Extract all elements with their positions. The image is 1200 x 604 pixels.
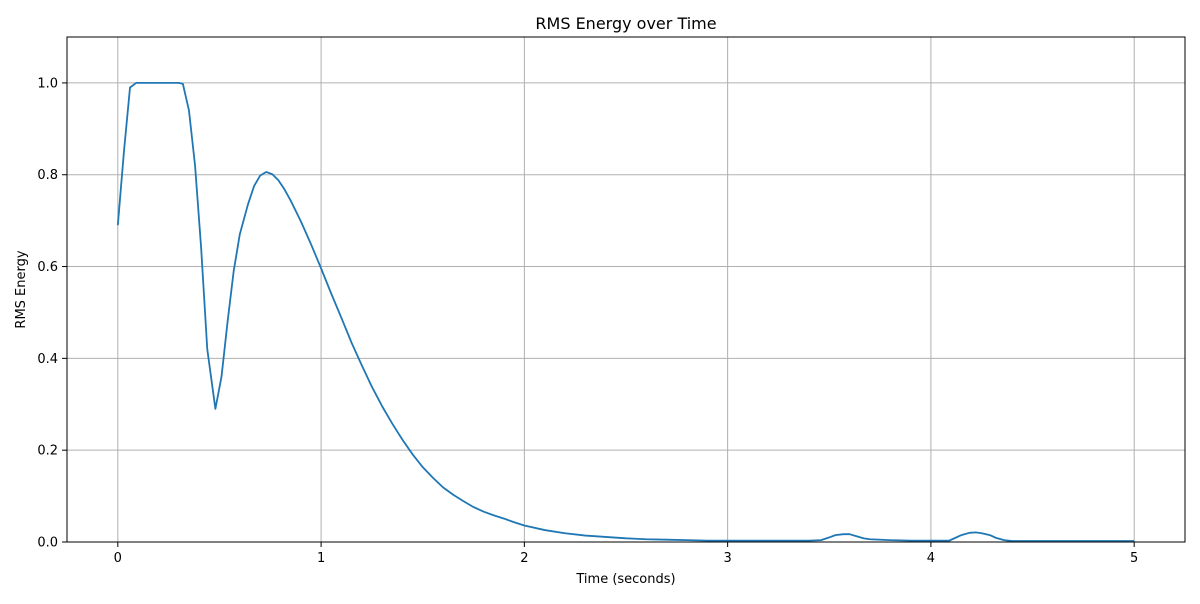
x-axis-label: Time (seconds) bbox=[575, 572, 675, 587]
y-tick-label: 0.4 bbox=[37, 352, 58, 367]
x-tick-label: 3 bbox=[723, 551, 731, 566]
grid-layer bbox=[67, 37, 1185, 543]
x-tick-label: 5 bbox=[1130, 551, 1138, 566]
chart-title: RMS Energy over Time bbox=[535, 14, 716, 33]
line-layer bbox=[116, 82, 1135, 542]
series-line bbox=[116, 82, 1135, 542]
y-tick-label: 1.0 bbox=[37, 76, 58, 91]
x-tick-label: 2 bbox=[520, 551, 528, 566]
y-tick-label: 0.2 bbox=[37, 444, 58, 459]
y-tick-label: 0.0 bbox=[37, 536, 58, 551]
y-tick-label: 0.8 bbox=[37, 168, 58, 183]
x-tick-label: 4 bbox=[927, 551, 935, 566]
y-tick-label: 0.6 bbox=[37, 260, 58, 275]
y-axis-label: RMS Energy bbox=[14, 250, 29, 328]
x-tick-label: 0 bbox=[114, 551, 122, 566]
plot-frame bbox=[66, 36, 1186, 543]
x-tick-label: 1 bbox=[317, 551, 325, 566]
tick-layer: 0 1 2 3 4 5 0.0 0.2 0.4 0.6 0.8 1.0 bbox=[37, 76, 1138, 566]
